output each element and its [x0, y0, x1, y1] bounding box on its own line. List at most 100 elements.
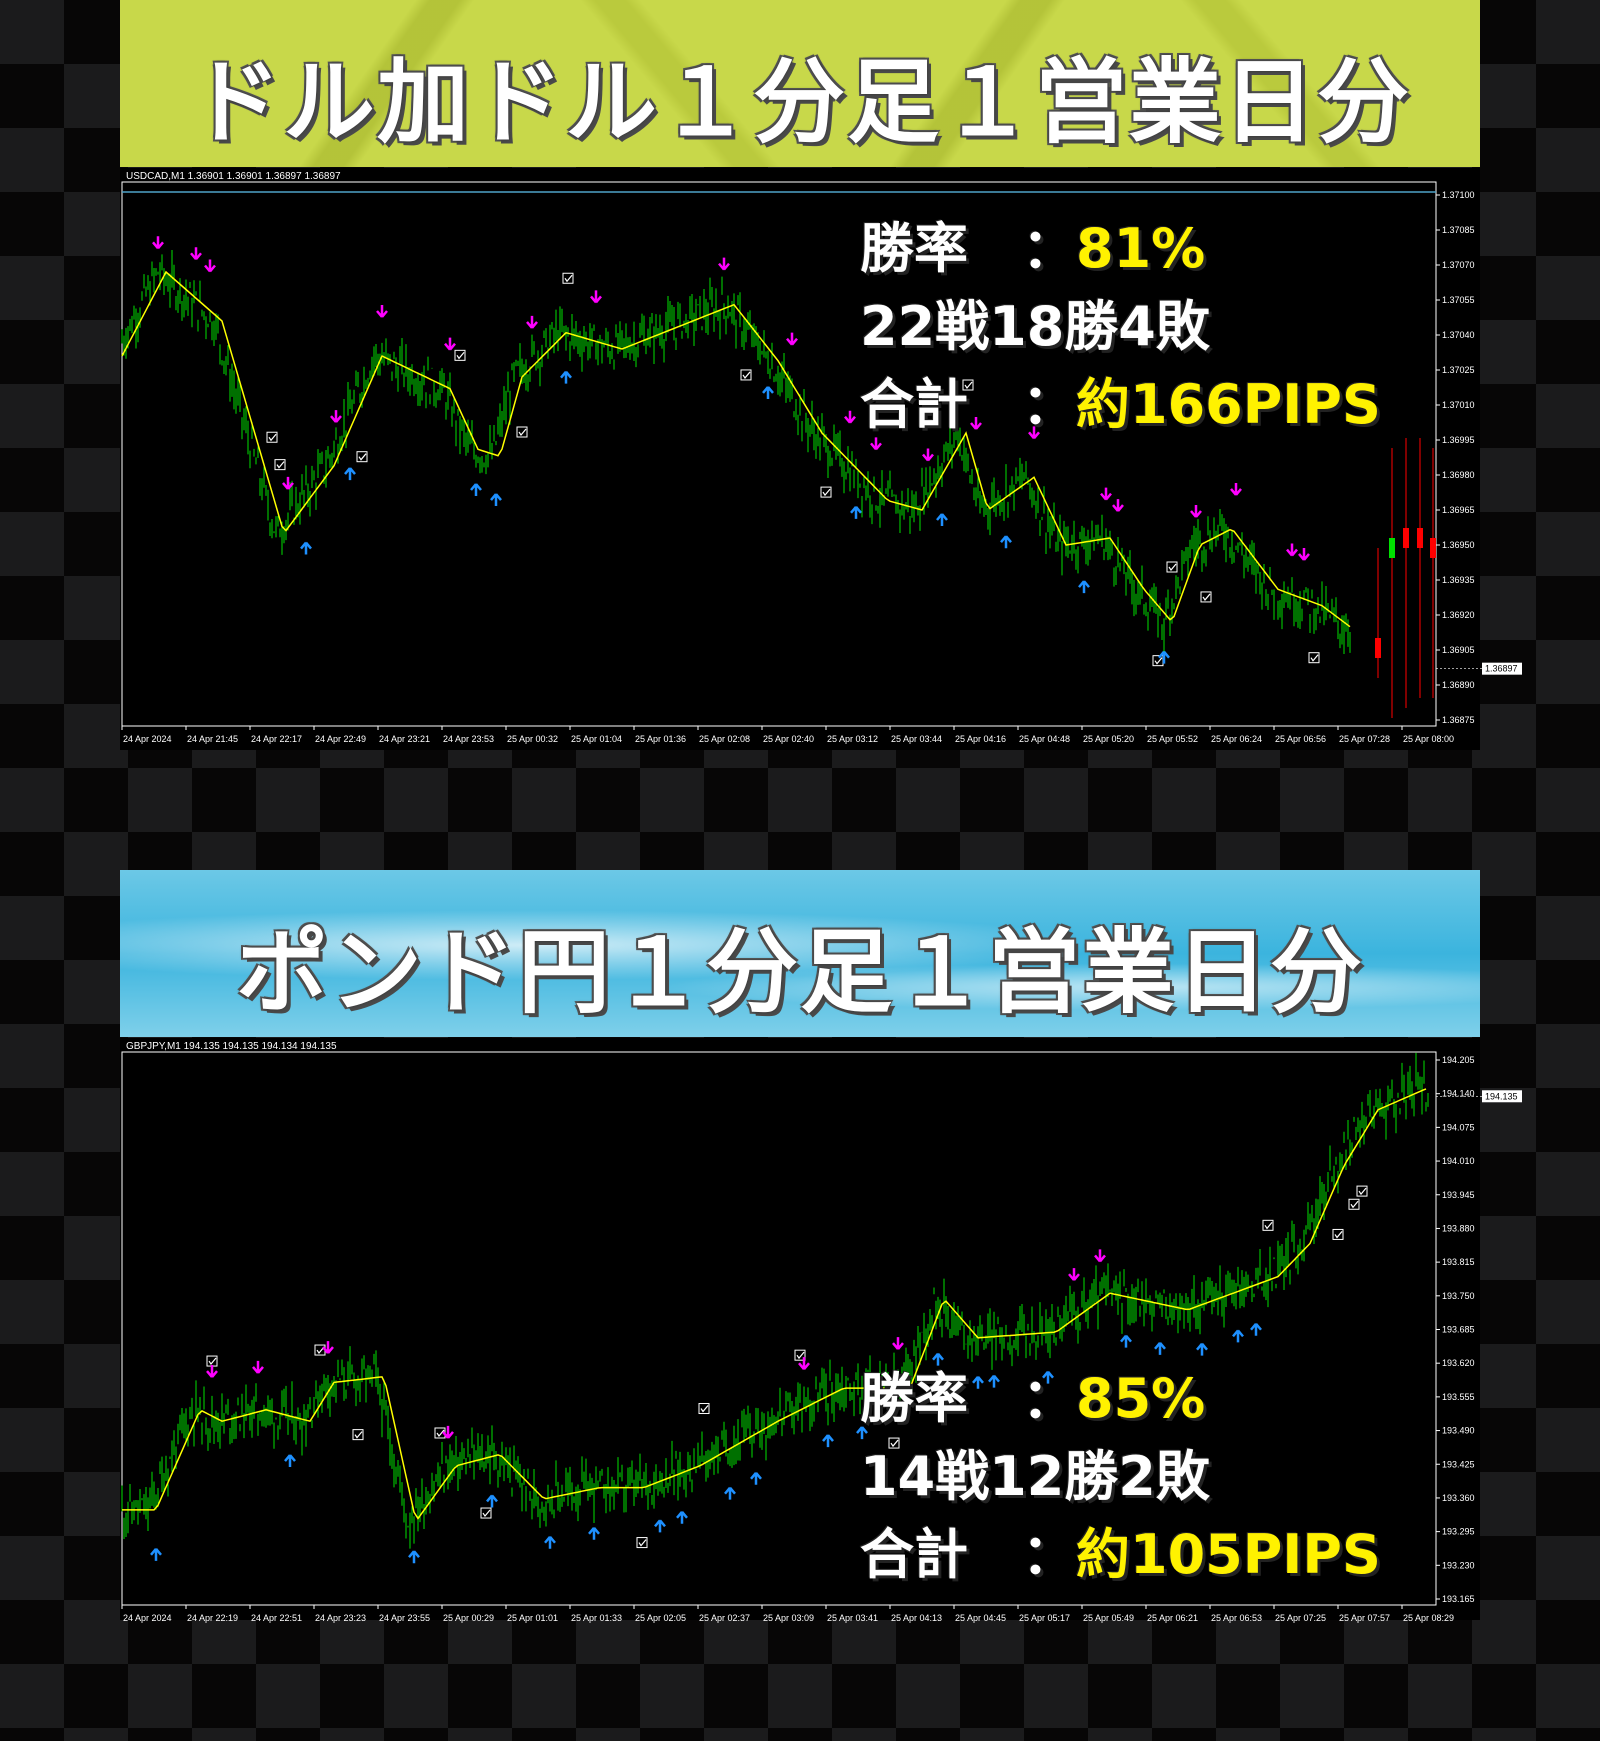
- x-tick-label: 25 Apr 01:04: [571, 734, 622, 744]
- check-box-icon: [352, 1429, 364, 1441]
- x-tick-label: 25 Apr 06:21: [1147, 1613, 1198, 1623]
- buy-arrow-icon: [1158, 650, 1170, 664]
- y-tick-label: 1.36965: [1442, 505, 1475, 515]
- winrate-value: 81%: [1076, 217, 1206, 280]
- check-box-icon: [1152, 655, 1164, 667]
- sell-arrow-icon: [844, 410, 856, 424]
- x-tick-label: 25 Apr 00:32: [507, 734, 558, 744]
- buy-arrow-icon: [1196, 1342, 1208, 1356]
- x-tick-label: 25 Apr 06:53: [1211, 1613, 1262, 1623]
- x-tick-label: 25 Apr 06:56: [1275, 734, 1326, 744]
- candle-body: [1403, 528, 1409, 548]
- check-box-icon: [794, 1349, 806, 1361]
- current-price-label: 1.36897: [1485, 664, 1518, 674]
- buy-arrow-icon: [1250, 1322, 1262, 1336]
- sell-arrow-icon: [590, 290, 602, 304]
- buy-arrow-icon: [300, 541, 312, 555]
- y-tick-label: 193.815: [1442, 1257, 1475, 1267]
- buy-arrow-icon: [676, 1511, 688, 1524]
- x-tick-label: 25 Apr 01:01: [507, 1613, 558, 1623]
- check-box-icon: [1308, 652, 1320, 664]
- x-tick-label: 25 Apr 04:45: [955, 1613, 1006, 1623]
- candle-body: [1389, 538, 1395, 558]
- check-mark-icon: [358, 453, 367, 461]
- y-tick-label: 193.620: [1442, 1358, 1475, 1368]
- check-box-icon: [1166, 561, 1178, 573]
- sell-arrow-icon: [1286, 543, 1298, 557]
- current-price-box: [1482, 662, 1522, 675]
- x-tick-label: 25 Apr 08:29: [1403, 1613, 1454, 1623]
- y-tick-label: 193.165: [1442, 1594, 1475, 1604]
- x-tick-label: 25 Apr 02:37: [699, 1613, 750, 1623]
- buy-arrow-icon: [470, 483, 482, 496]
- x-tick-label: 24 Apr 23:53: [443, 734, 494, 744]
- check-box-icon: [1262, 1219, 1274, 1231]
- buy-arrow-icon: [486, 1494, 498, 1508]
- total-label: 合計 ：: [860, 1523, 1076, 1586]
- sell-arrow-icon: [206, 1365, 218, 1378]
- x-tick-label: 25 Apr 07:28: [1339, 734, 1390, 744]
- y-tick-label: 1.36980: [1442, 470, 1475, 480]
- x-tick-label: 25 Apr 08:00: [1403, 734, 1454, 744]
- buy-arrow-icon: [932, 1352, 944, 1366]
- y-tick-label: 194.205: [1442, 1055, 1475, 1065]
- gbpjpy-title-banner: ポンド円１分足１営業日分: [120, 870, 1480, 1037]
- check-mark-icon: [482, 1509, 491, 1518]
- check-mark-icon: [638, 1539, 647, 1547]
- x-tick-label: 25 Apr 04:13: [891, 1613, 942, 1623]
- check-box-icon: [698, 1403, 710, 1415]
- check-box-icon: [962, 379, 974, 391]
- buy-arrow-icon: [856, 1426, 868, 1440]
- x-tick-label: 25 Apr 07:25: [1275, 1613, 1326, 1623]
- plot-frame: [121, 1051, 1437, 1606]
- sell-arrow-icon: [444, 337, 456, 351]
- buy-arrow-icon: [408, 1550, 420, 1564]
- chart-header: USDCAD,M1 1.36901 1.36901 1.36897 1.3689…: [126, 171, 341, 182]
- y-tick-label: 1.36950: [1442, 540, 1475, 550]
- x-tick-label: 24 Apr 23:21: [379, 734, 430, 744]
- sell-arrow-icon: [1230, 482, 1242, 496]
- gbpjpy-chart: GBPJPY,M1 194.135 194.135 194.134 194.13…: [120, 1038, 1522, 1623]
- x-tick-label: 25 Apr 07:57: [1339, 1613, 1390, 1623]
- sell-arrow-icon: [322, 1341, 334, 1354]
- sell-arrow-icon: [1100, 487, 1112, 501]
- check-mark-icon: [268, 433, 277, 442]
- record: 22戦18勝4敗: [860, 295, 1210, 358]
- total-value: 約105PIPS: [1076, 1523, 1381, 1586]
- x-tick-label: 25 Apr 01:33: [571, 1613, 622, 1623]
- sell-arrow-icon: [1028, 426, 1040, 440]
- banner-title: ドル加ドル１分足１営業日分: [188, 49, 1411, 156]
- check-mark-icon: [890, 1439, 899, 1448]
- check-mark-icon: [1264, 1221, 1273, 1230]
- buy-arrow-icon: [588, 1526, 600, 1540]
- x-tick-label: 25 Apr 04:48: [1019, 734, 1070, 744]
- buy-arrow-icon: [850, 506, 862, 519]
- y-tick-label: 1.36905: [1442, 645, 1475, 655]
- usdcad-title-banner: ドル加ドル１分足１営業日分: [120, 0, 1480, 167]
- usdcad-chart: USDCAD,M1 1.36901 1.36901 1.36897 1.3689…: [120, 168, 1522, 750]
- buy-arrow-icon: [1120, 1334, 1132, 1348]
- y-tick-label: 193.880: [1442, 1223, 1475, 1233]
- x-tick-label: 25 Apr 04:16: [955, 734, 1006, 744]
- buy-arrow-icon: [750, 1472, 762, 1485]
- y-tick-label: 193.425: [1442, 1459, 1475, 1469]
- x-tick-label: 24 Apr 22:49: [315, 734, 366, 744]
- sell-arrow-icon: [152, 236, 164, 250]
- check-box-icon: [1200, 591, 1212, 603]
- x-tick-label: 24 Apr 22:51: [251, 1613, 302, 1623]
- sell-arrow-icon: [204, 259, 216, 273]
- check-mark-icon: [700, 1405, 709, 1413]
- x-tick-label: 25 Apr 03:12: [827, 734, 878, 744]
- check-mark-icon: [1168, 563, 1177, 572]
- sell-arrow-icon: [1298, 547, 1310, 561]
- sell-arrow-icon: [1068, 1268, 1080, 1281]
- y-tick-label: 193.295: [1442, 1527, 1475, 1537]
- sell-arrow-icon: [798, 1357, 810, 1370]
- check-mark-icon: [1202, 593, 1211, 601]
- check-box-icon: [266, 431, 278, 443]
- sell-arrow-icon: [330, 410, 342, 423]
- x-tick-label: 24 Apr 2024: [123, 734, 172, 744]
- x-tick-label: 25 Apr 03:09: [763, 1613, 814, 1623]
- y-tick-label: 1.36890: [1442, 680, 1475, 690]
- buy-arrow-icon: [150, 1548, 162, 1561]
